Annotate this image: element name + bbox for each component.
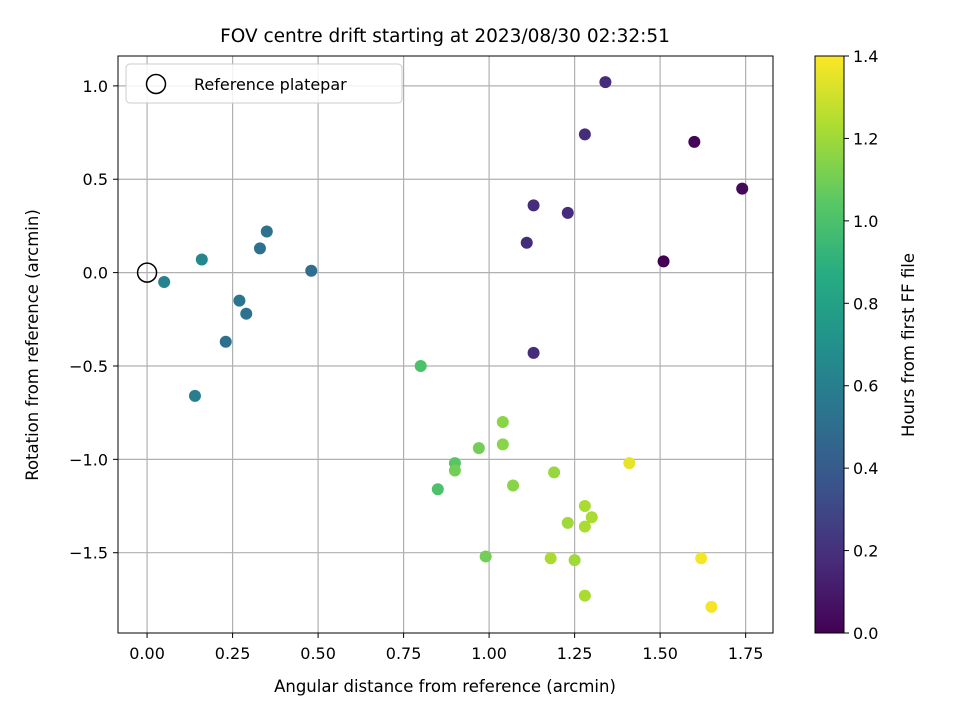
- scatter-point: [548, 466, 561, 479]
- scatter-points: [158, 76, 749, 613]
- scatter-point: [520, 236, 533, 249]
- scatter-point: [253, 242, 266, 255]
- x-tick-label: 0.75: [386, 644, 422, 663]
- x-axis-ticks: 0.00 0.25 0.50 0.75 1.00 1.25 1.50 1.75: [129, 633, 763, 663]
- scatter-point: [705, 600, 718, 613]
- scatter-point: [561, 516, 574, 529]
- y-axis-ticks: 1.0 0.5 0.0 −0.5 −1.0 −1.5: [69, 77, 118, 563]
- scatter-point: [695, 552, 708, 565]
- scatter-point: [507, 479, 520, 492]
- scatter-point: [578, 589, 591, 602]
- scatter-point: [472, 442, 485, 455]
- x-tick-label: 1.25: [557, 644, 593, 663]
- scatter-point: [578, 128, 591, 141]
- scatter-point: [585, 511, 598, 524]
- scatter-point: [305, 264, 318, 277]
- scatter-point: [496, 415, 509, 428]
- scatter-point: [240, 307, 253, 320]
- colorbar-label: Hours from first FF file: [899, 253, 918, 437]
- y-tick-label: 1.0: [83, 77, 108, 96]
- x-tick-label: 1.00: [471, 644, 507, 663]
- scatter-point: [233, 294, 246, 307]
- colorbar-tick-label: 1.4: [853, 47, 878, 66]
- colorbar-tick-label: 0.2: [853, 542, 878, 561]
- scatter-point: [260, 225, 273, 238]
- y-tick-label: 0.0: [83, 264, 108, 283]
- x-tick-label: 0.25: [215, 644, 251, 663]
- scatter-point: [527, 199, 540, 212]
- colorbar: 0.0 0.2 0.4 0.6 0.8 1.0 1.2 1.4 Hours from firs…: [814, 47, 918, 643]
- y-axis-label: Rotation from reference (arcmin): [23, 209, 42, 481]
- scatter-point: [219, 335, 232, 348]
- y-tick-label: −0.5: [69, 357, 108, 376]
- scatter-point: [568, 554, 581, 567]
- scatter-point: [448, 464, 461, 477]
- scatter-point: [578, 520, 591, 533]
- colorbar-tick-label: 1.2: [853, 129, 878, 148]
- reference-point-marker: [136, 262, 158, 283]
- x-axis-label: Angular distance from reference (arcmin): [274, 677, 616, 696]
- scatter-point: [414, 359, 427, 372]
- colorbar-tick-label: 0.4: [853, 459, 878, 478]
- y-tick-label: −1.5: [69, 544, 108, 563]
- scatter-point: [599, 76, 612, 89]
- chart-title: FOV centre drift starting at 2023/08/30 …: [220, 26, 670, 47]
- plot-area: 0.00 0.25 0.50 0.75 1.00 1.25 1.50 1.75 1.0 0.5 0…: [69, 55, 774, 663]
- grid: [118, 56, 773, 633]
- legend: Reference platepar: [125, 63, 403, 104]
- scatter-point: [657, 255, 670, 268]
- scatter-point: [578, 500, 591, 513]
- legend-marker-icon: [145, 73, 167, 95]
- colorbar-tick-label: 0.6: [853, 377, 878, 396]
- legend-entry-label: Reference platepar: [194, 75, 347, 94]
- colorbar-tick-label: 1.0: [853, 212, 878, 231]
- scatter-point: [544, 552, 557, 565]
- scatter-point: [479, 550, 492, 563]
- legend-box: [125, 63, 403, 104]
- colorbar-gradient: [814, 55, 845, 634]
- plot-frame: [117, 55, 774, 634]
- scatter-point: [527, 346, 540, 359]
- x-tick-label: 0.50: [300, 644, 336, 663]
- scatter-point: [561, 206, 574, 219]
- scatter-point: [736, 182, 749, 195]
- colorbar-tick-label: 0.8: [853, 294, 878, 313]
- y-tick-label: 0.5: [83, 170, 108, 189]
- scatter-point: [195, 253, 208, 266]
- scatter-point: [623, 457, 636, 470]
- scatter-point: [158, 275, 171, 288]
- colorbar-ticks: 0.0 0.2 0.4 0.6 0.8 1.0 1.2 1.4: [844, 47, 878, 643]
- scatter-point: [431, 483, 444, 496]
- scatter-point: [688, 135, 701, 148]
- x-tick-label: 1.75: [728, 644, 764, 663]
- scatter-point: [188, 389, 201, 402]
- x-tick-label: 0.00: [129, 644, 165, 663]
- scatter-point: [496, 438, 509, 451]
- colorbar-tick-label: 0.0: [853, 624, 878, 643]
- y-tick-label: −1.0: [69, 450, 108, 469]
- x-tick-label: 1.50: [642, 644, 678, 663]
